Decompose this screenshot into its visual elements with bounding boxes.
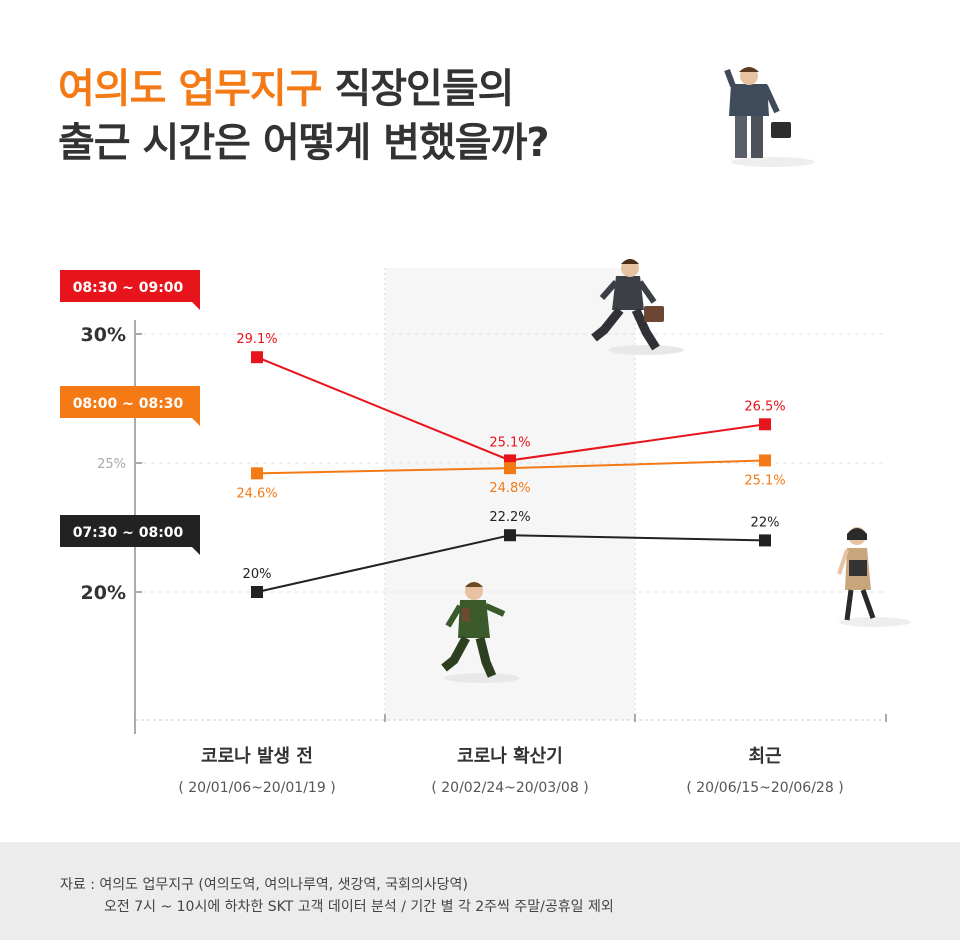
data-point (251, 586, 263, 598)
source-note: 자료 : 여의도 업무지구 (여의도역, 여의나루역, 샛강역, 국회의사당역)… (60, 874, 614, 918)
page-title: 여의도 업무지구 직장인들의 출근 시간은 어떻게 변했을까? (58, 62, 698, 170)
legend-flag-2 (60, 386, 200, 426)
x-category-label: 코로나 확산기 (457, 746, 563, 767)
legend-flag-3 (60, 515, 200, 555)
data-label: 24.8% (489, 481, 530, 496)
data-label: 29.1% (236, 332, 277, 347)
x-category-date: ( 20/01/06~20/01/19 ) (178, 780, 335, 796)
walking-woman-illustration (837, 527, 911, 627)
worried-businessman-illustration (724, 67, 815, 167)
legend-flag-1 (60, 270, 200, 310)
data-label: 24.6% (236, 486, 277, 501)
data-label: 25.1% (744, 473, 785, 488)
title-line1-rest: 직장인들의 (321, 66, 514, 112)
legend-label-2: 08:00 ~ 08:30 (73, 396, 184, 412)
y-tick-label: 20% (81, 582, 126, 604)
x-category-date: ( 20/06/15~20/06/28 ) (686, 780, 843, 796)
running-man-green-coat-illustration (441, 582, 520, 683)
data-point (251, 467, 263, 480)
data-point (759, 534, 771, 547)
title-accent: 여의도 업무지구 (58, 66, 323, 112)
title-line-2: 출근 시간은 어떻게 변했을까? (58, 120, 550, 166)
x-category-label: 코로나 발생 전 (201, 746, 313, 767)
data-label: 26.5% (744, 399, 785, 414)
x-category-labels: 코로나 발생 전 ( 20/01/06~20/01/19 ) 코로나 확산기 ( 20… (178, 746, 843, 796)
title-line-1: 여의도 업무지구 직장인들의 (58, 62, 698, 116)
x-category-label: 최근 (748, 746, 781, 767)
series-layer: 29.1% 25.1% 26.5% 24.6% 24.8% 25.1% 20% 22.2% 22… (236, 332, 786, 598)
y-tick-label: 30% (81, 324, 126, 346)
running-businessman-illustration (591, 259, 684, 355)
footer: 자료 : 여의도 업무지구 (여의도역, 여의나루역, 샛강역, 국회의사당역)… (0, 842, 960, 940)
y-tick-label: 25% (97, 457, 126, 472)
legend-label-1: 08:30 ~ 09:00 (73, 280, 184, 296)
source-line-2: 오전 7시 ~ 10시에 하차한 SKT 고객 데이터 분석 / 기간 별 각 … (104, 899, 614, 915)
legend: 08:30 ~ 09:00 08:00 ~ 08:30 07:30 ~ 08:00 (60, 270, 200, 555)
y-tick-labels: 30% 25% 20% (81, 324, 126, 604)
line-chart: 30% 25% 20% 08:30 ~ 09:00 08:00 ~ 08:30 07:3… (60, 67, 911, 796)
data-point (251, 351, 263, 364)
data-label: 20% (243, 567, 272, 582)
data-point (504, 462, 516, 475)
legend-label-3: 07:30 ~ 08:00 (73, 525, 184, 541)
data-point (759, 454, 771, 467)
data-label: 25.1% (489, 435, 530, 450)
data-label: 22% (751, 515, 780, 530)
highlight-period-background (385, 268, 635, 720)
x-category-date: ( 20/02/24~20/03/08 ) (431, 780, 588, 796)
data-point (504, 529, 516, 542)
source-line-1: 자료 : 여의도 업무지구 (여의도역, 여의나루역, 샛강역, 국회의사당역) (60, 877, 468, 893)
data-point (759, 418, 771, 431)
data-label: 22.2% (489, 510, 530, 525)
